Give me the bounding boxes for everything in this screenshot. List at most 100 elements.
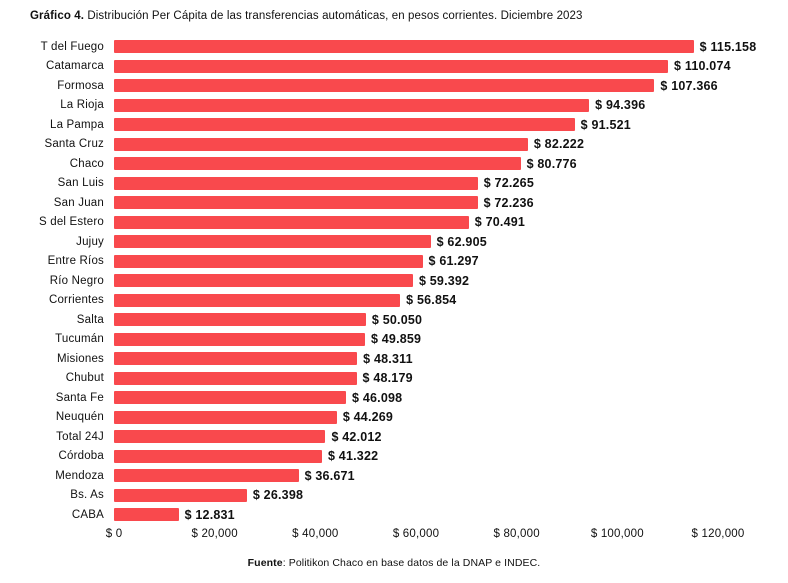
chart-row: Misiones $ 48.311 xyxy=(0,349,788,369)
chart-row: Neuquén $ 44.269 xyxy=(0,408,788,428)
bar xyxy=(114,332,365,346)
category-label: Santa Cruz xyxy=(44,138,104,151)
category-label: La Rioja xyxy=(60,99,104,112)
chart-row: Salta $ 50.050 xyxy=(0,310,788,330)
chart-row: S del Estero $ 70.491 xyxy=(0,213,788,233)
x-tick-label: $ 80,000 xyxy=(493,527,540,540)
bar-value-label: $ 82.222 xyxy=(533,137,585,152)
bar-zone: $ 115.158 xyxy=(114,37,788,57)
bar-value-label: $ 50.050 xyxy=(371,312,423,327)
bar xyxy=(114,157,521,171)
x-tick-label: $ 0 xyxy=(105,527,123,540)
x-tick-label: $ 60,000 xyxy=(392,527,440,540)
bar-zone: $ 49.859 xyxy=(114,330,788,350)
category-label: Entre Ríos xyxy=(47,255,104,268)
chart-row: T del Fuego $ 115.158 xyxy=(0,37,788,57)
category-label: San Juan xyxy=(53,196,104,209)
bar-value-label: $ 70.491 xyxy=(474,215,526,230)
bar xyxy=(114,488,247,502)
bar-zone: $ 110.074 xyxy=(114,57,788,77)
bar xyxy=(114,391,347,405)
bar-value-label: $ 72.236 xyxy=(483,195,534,210)
bar-value-label: $ 94.396 xyxy=(595,98,646,113)
bar-zone: $ 48.311 xyxy=(114,349,788,369)
bar-value-label: $ 115.158 xyxy=(699,39,757,54)
bar-chart: T del Fuego $ 115.158 Catamarca $ 110.074 Fo… xyxy=(0,37,788,525)
chart-row: San Juan $ 72.236 xyxy=(0,193,788,213)
bar xyxy=(114,313,366,327)
chart-row: Tucumán $ 49.859 xyxy=(0,330,788,350)
bar xyxy=(114,196,478,210)
category-label: CABA xyxy=(71,508,104,521)
category-label: Santa Fe xyxy=(55,391,104,404)
chart-title-number: Gráfico 4. xyxy=(30,10,85,22)
bar-zone: $ 46.098 xyxy=(114,388,788,408)
category-label: Mendoza xyxy=(55,469,104,482)
category-label: Total 24J xyxy=(56,430,104,443)
source-note: Fuente: Politikon Chaco en base datos de… xyxy=(0,557,788,569)
bar-value-label: $ 80.776 xyxy=(526,156,577,171)
chart-row: La Pampa $ 91.521 xyxy=(0,115,788,135)
category-label: Río Negro xyxy=(49,274,104,287)
bar-value-label: $ 44.269 xyxy=(342,410,394,425)
bar-value-label: $ 12.831 xyxy=(184,507,235,522)
bar xyxy=(114,98,590,112)
bar-value-label: $ 42.012 xyxy=(331,429,382,444)
bar xyxy=(114,274,413,288)
bar-zone: $ 42.012 xyxy=(114,427,788,447)
x-tick-label: $ 20,000 xyxy=(191,527,238,540)
bar-value-label: $ 56.854 xyxy=(406,293,457,308)
chart-row: Bs. As $ 26.398 xyxy=(0,486,788,506)
bar xyxy=(114,449,322,463)
category-label: Neuquén xyxy=(55,411,104,424)
bar xyxy=(114,430,326,444)
bar-zone: $ 59.392 xyxy=(114,271,788,291)
bar-value-label: $ 48.311 xyxy=(363,351,413,366)
bar-value-label: $ 61.297 xyxy=(428,254,479,269)
chart-row: Jujuy $ 62.905 xyxy=(0,232,788,252)
chart-title: Gráfico 4. Distribución Per Cápita de la… xyxy=(0,0,788,24)
bar-zone: $ 61.297 xyxy=(114,252,788,272)
bar-value-label: $ 36.671 xyxy=(304,468,355,483)
bar-value-label: $ 41.322 xyxy=(327,449,379,464)
category-label: Chaco xyxy=(69,157,104,170)
chart-row: Corrientes $ 56.854 xyxy=(0,291,788,311)
category-label: Chubut xyxy=(65,372,104,385)
category-label: Misiones xyxy=(57,352,104,365)
chart-row: Santa Fe $ 46.098 xyxy=(0,388,788,408)
chart-row: Mendoza $ 36.671 xyxy=(0,466,788,486)
category-label: Corrientes xyxy=(48,294,104,307)
bar xyxy=(114,508,179,522)
source-note-text: : Politikon Chaco en base datos de la DN… xyxy=(282,556,541,569)
bar xyxy=(114,79,655,93)
chart-row: Chaco $ 80.776 xyxy=(0,154,788,174)
bar xyxy=(114,59,669,73)
category-label: San Luis xyxy=(57,177,104,190)
bar xyxy=(114,235,431,249)
category-label: Tucumán xyxy=(55,333,104,346)
x-tick-label: $ 40,000 xyxy=(292,527,339,540)
bar-zone: $ 94.396 xyxy=(114,96,788,116)
bar-zone: $ 50.050 xyxy=(114,310,788,330)
bar-zone: $ 91.521 xyxy=(114,115,788,135)
bar-zone: $ 26.398 xyxy=(114,486,788,506)
chart-row: La Rioja $ 94.396 xyxy=(0,96,788,116)
bar-value-label: $ 72.265 xyxy=(483,176,534,191)
chart-row: Total 24J $ 42.012 xyxy=(0,427,788,447)
category-label: Catamarca xyxy=(45,60,104,73)
bar-zone: $ 56.854 xyxy=(114,291,788,311)
bar-value-label: $ 48.179 xyxy=(362,371,413,386)
bar-value-label: $ 26.398 xyxy=(252,488,304,503)
bar-value-label: $ 49.859 xyxy=(370,332,422,347)
category-label: Salta xyxy=(76,313,104,326)
bar-zone: $ 82.222 xyxy=(114,135,788,155)
category-label: Formosa xyxy=(57,79,104,92)
category-label: La Pampa xyxy=(49,118,104,131)
bar xyxy=(114,371,357,385)
bar-zone: $ 72.265 xyxy=(114,174,788,194)
x-axis: $ 0 $ 20,000 $ 40,000 $ 60,000 $ 80,000 $ 100… xyxy=(0,528,788,544)
chart-row: Santa Cruz $ 82.222 xyxy=(0,135,788,155)
bar xyxy=(114,410,337,424)
bar-value-label: $ 46.098 xyxy=(352,390,403,405)
bar-zone: $ 12.831 xyxy=(114,505,788,525)
